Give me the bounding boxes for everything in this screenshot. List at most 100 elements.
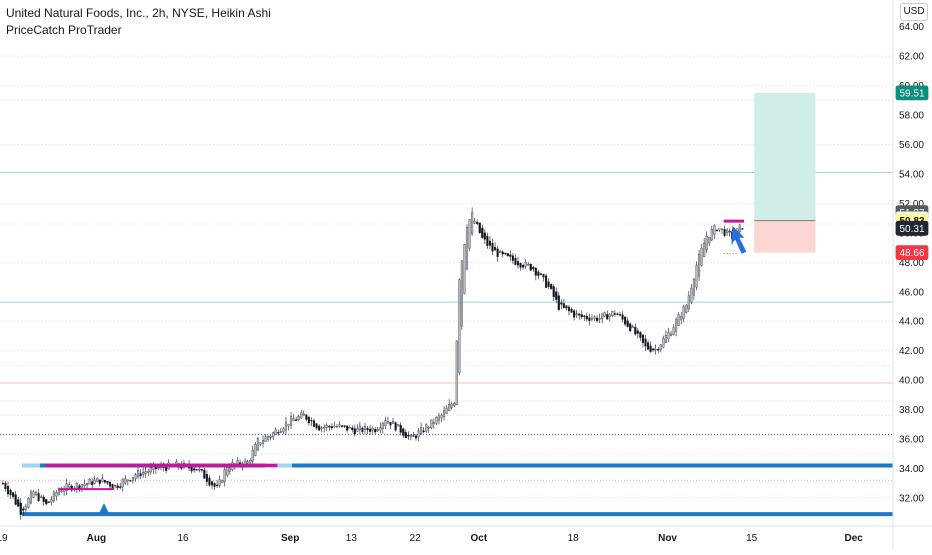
candle	[9, 488, 12, 499]
candle-body	[68, 484, 71, 488]
candle	[277, 429, 280, 436]
candle	[40, 494, 43, 499]
candle	[348, 425, 351, 429]
candle-body	[4, 483, 7, 490]
candle-body	[618, 314, 622, 316]
price-tick-label: 56.00	[899, 140, 924, 151]
candle	[300, 409, 303, 419]
candle-body	[718, 228, 721, 231]
price-tag: 59.51	[895, 85, 929, 101]
candle	[22, 506, 25, 516]
candle	[124, 475, 127, 485]
candle	[626, 317, 629, 328]
candle	[488, 236, 491, 250]
candle	[560, 299, 563, 310]
candle-body	[692, 278, 695, 296]
candle-body	[636, 330, 639, 334]
candle-body	[323, 426, 326, 429]
candle-body	[27, 498, 30, 508]
candle-body	[427, 427, 430, 429]
candle	[379, 422, 382, 434]
candle-body	[343, 425, 346, 427]
candle-body	[374, 429, 377, 433]
price-tick-label: 54.00	[899, 169, 924, 180]
candle-body	[720, 228, 724, 230]
candle-body	[506, 253, 509, 257]
candle-body	[279, 431, 282, 433]
candle	[210, 480, 214, 489]
indicator-label[interactable]: PriceCatch ProTrader	[6, 23, 122, 37]
candle	[654, 344, 657, 355]
candle	[282, 427, 285, 435]
candle-body	[310, 419, 313, 422]
candle-body	[330, 426, 333, 429]
candle	[297, 414, 300, 422]
candle-body	[491, 243, 494, 252]
candle-body	[583, 315, 586, 317]
candle-body	[514, 257, 517, 265]
candle	[453, 401, 456, 408]
candle	[718, 228, 721, 232]
candle-body	[654, 348, 657, 351]
candle-body	[208, 477, 211, 486]
candle-body	[114, 484, 117, 487]
candle	[435, 416, 438, 426]
price-tag-bg	[895, 85, 929, 101]
candle-body	[394, 422, 397, 431]
currency-button[interactable]: USD	[900, 3, 928, 21]
candle	[598, 313, 601, 324]
candle-body	[710, 229, 713, 241]
time-tick-label: 16	[177, 533, 189, 544]
candle-body	[458, 279, 461, 373]
price-tick-label: 42.00	[899, 346, 924, 357]
candle	[695, 261, 698, 291]
candle-body	[154, 467, 157, 470]
candle	[593, 315, 596, 322]
candle-body	[96, 477, 99, 482]
candle	[669, 330, 673, 337]
candle-body	[57, 489, 61, 495]
candle	[473, 217, 476, 224]
candle-body	[47, 501, 50, 503]
candle-body	[142, 472, 145, 475]
candle-body	[486, 235, 489, 246]
candle	[208, 475, 211, 487]
candle	[425, 423, 428, 434]
candle	[328, 425, 331, 431]
candle	[672, 324, 675, 336]
candle-body	[580, 314, 583, 318]
candle	[223, 466, 226, 487]
candle-body	[312, 420, 316, 427]
candle	[45, 498, 48, 506]
candle	[121, 478, 124, 492]
time-axis[interactable]: 19 Aug 16 Sep 13 22 Oct 18 Nov 15 Dec	[0, 525, 932, 544]
candle-body	[60, 490, 63, 493]
candle-body	[147, 471, 150, 473]
candle-body	[356, 428, 359, 432]
candle	[4, 480, 7, 492]
candle	[96, 477, 99, 482]
candle-body	[320, 427, 323, 429]
candle-body	[292, 418, 295, 421]
candle	[213, 482, 216, 490]
candle-body	[226, 467, 229, 476]
candle	[93, 475, 96, 485]
candle	[338, 421, 341, 428]
candle-body	[652, 348, 655, 351]
take-profit-zone	[754, 92, 816, 221]
candle-body	[430, 419, 433, 428]
candle-body	[42, 496, 45, 502]
candle	[509, 250, 512, 261]
candle-body	[672, 327, 675, 335]
candle	[547, 278, 550, 289]
candle	[644, 335, 647, 351]
candle	[274, 427, 277, 436]
candle-body	[397, 424, 400, 427]
candle	[131, 477, 135, 484]
price-axis[interactable]: 32.00 34.00 36.00 38.00 40.00 42.00 44.00 46.00…	[892, 0, 924, 550]
candle-body	[267, 436, 270, 440]
candle	[154, 467, 157, 474]
long-position-tool[interactable]	[754, 92, 816, 253]
